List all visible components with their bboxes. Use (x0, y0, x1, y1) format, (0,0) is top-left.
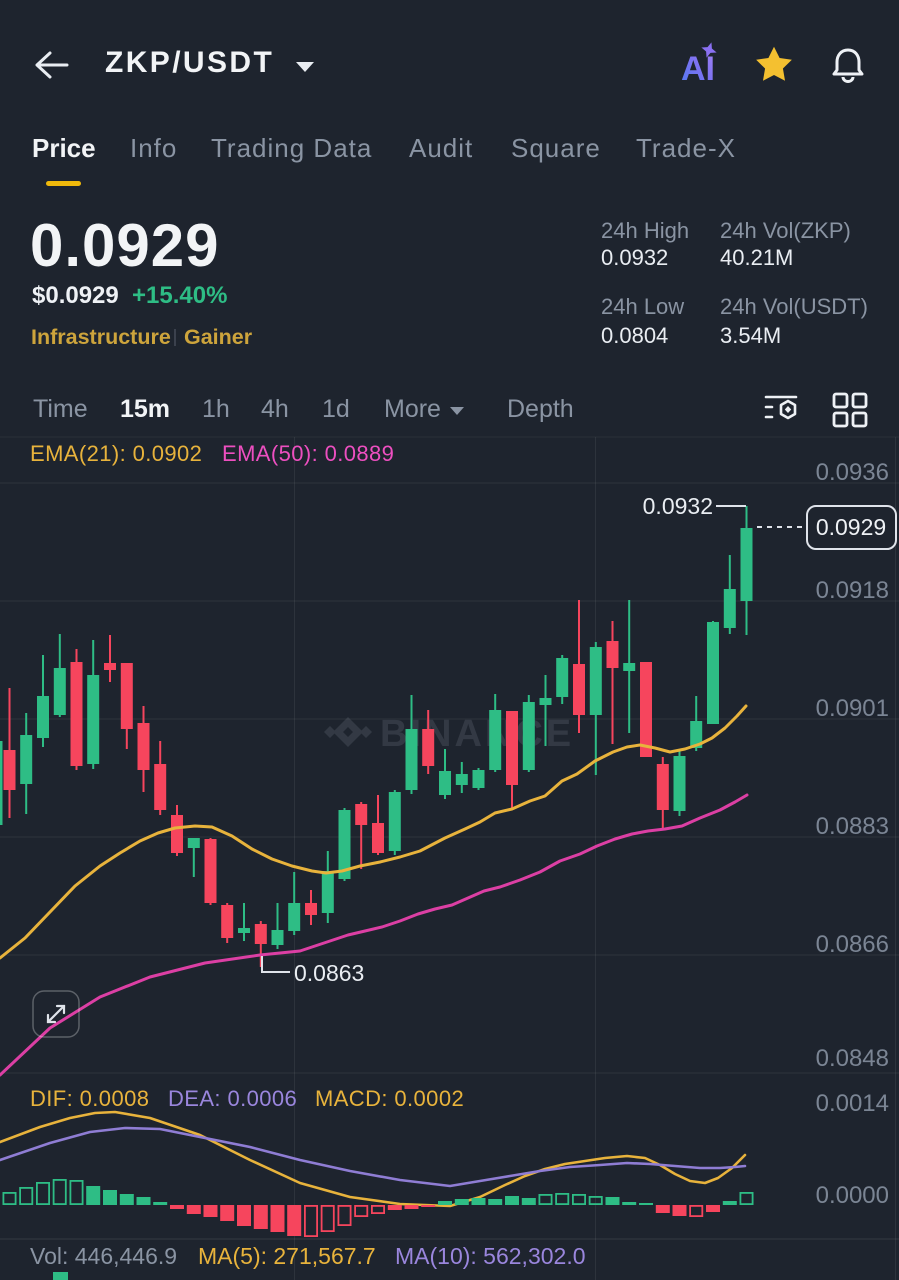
svg-text:0.0936: 0.0936 (816, 459, 889, 486)
svg-text:0.0014: 0.0014 (816, 1090, 889, 1117)
svg-text:0.0918: 0.0918 (816, 577, 889, 604)
svg-text:0.0901: 0.0901 (816, 695, 889, 722)
svg-text:0.0000: 0.0000 (816, 1182, 889, 1209)
svg-text:AI: AI (681, 50, 715, 88)
svg-text:0.0863: 0.0863 (294, 960, 364, 986)
svg-text:0.0848: 0.0848 (816, 1045, 889, 1072)
svg-text:0.0866: 0.0866 (816, 931, 889, 958)
svg-text:0.0883: 0.0883 (816, 813, 889, 840)
svg-text:0.0929: 0.0929 (816, 514, 886, 540)
svg-text:0.0932: 0.0932 (643, 493, 713, 519)
